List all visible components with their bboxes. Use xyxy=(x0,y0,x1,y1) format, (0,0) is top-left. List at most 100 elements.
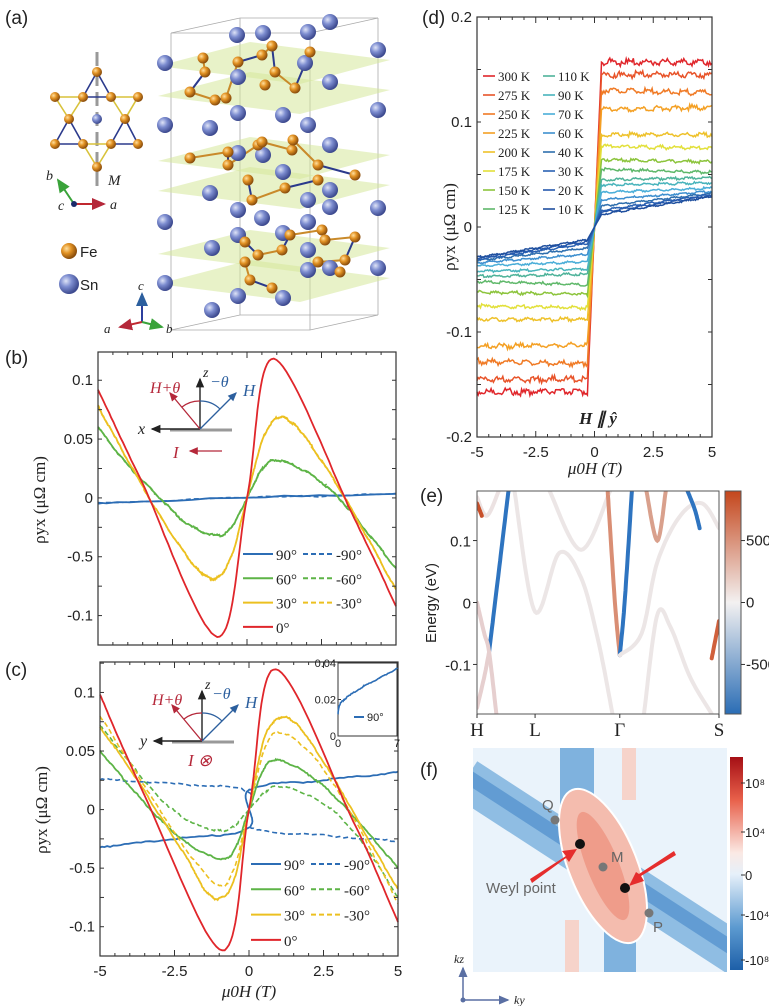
fe-bond xyxy=(292,139,319,166)
fe-atom xyxy=(252,249,264,261)
legend-label: 150 K xyxy=(498,183,531,198)
kagome-plane xyxy=(158,72,390,114)
bands xyxy=(477,491,719,714)
sn-legend-label: Sn xyxy=(80,277,98,294)
sn-atom xyxy=(230,69,246,85)
fe-atom xyxy=(287,134,299,146)
legend-label: 30° xyxy=(284,909,305,925)
k-point-label: Γ xyxy=(614,720,625,741)
fe-bond xyxy=(284,179,319,189)
plot-1: 0.1 0.05 0 -0.5 -0.1 -5 -2.5 0 2.5 5 ρyx (μΩ cm) μ0… xyxy=(32,658,402,1001)
fe-atom xyxy=(276,244,288,256)
fe-atom xyxy=(78,139,88,149)
colorbar-tick-label: -10⁴ xyxy=(745,908,769,923)
k-point-marker xyxy=(550,815,560,825)
fe-atom xyxy=(284,229,296,241)
fe-atom xyxy=(339,254,351,266)
a-axis-label: a xyxy=(110,198,117,213)
panel-label-d: (d) xyxy=(422,8,445,29)
sn-atom xyxy=(204,302,220,318)
fe-atom xyxy=(92,67,102,77)
sn-atom xyxy=(157,275,173,291)
fe-atom xyxy=(316,224,328,236)
y-tick-label: -0.5 xyxy=(67,549,93,566)
fe-atom xyxy=(133,92,143,102)
fe-atom xyxy=(78,92,88,102)
band-9 xyxy=(617,500,719,658)
sn-atom xyxy=(202,120,218,136)
kagome-plane xyxy=(158,260,390,302)
sn-atom xyxy=(230,202,246,218)
band-5 xyxy=(512,491,615,714)
plot-0: 0.1 0.05 0 -0.5 -0.1 ρyx (μΩ cm) H+θ −θ Hz x I 90° -… xyxy=(30,351,397,646)
fe-atom xyxy=(266,40,278,52)
crystal-axes: c a b xyxy=(104,278,173,336)
fe-atom xyxy=(222,146,234,158)
fe-atom xyxy=(133,139,143,149)
theta-arc-red xyxy=(181,400,201,408)
legend-label: 250 K xyxy=(498,107,531,122)
x-tick-label: 2.5 xyxy=(643,444,664,461)
colorbar-tick-label: 10⁸ xyxy=(745,776,765,791)
sn-atom xyxy=(92,114,102,124)
axis-origin xyxy=(460,997,466,1003)
y-tick-label: 0 xyxy=(463,596,471,613)
series-10k xyxy=(476,195,713,259)
x-tick-label: -5 xyxy=(470,444,483,461)
k-point-label: H xyxy=(470,720,484,741)
y-tick-label: 0.1 xyxy=(74,684,95,701)
legend-label: -60° xyxy=(336,572,362,588)
fe-atom xyxy=(232,56,244,68)
inset-y-tick-label: 0.04 xyxy=(315,658,336,670)
kagome-plane xyxy=(158,167,390,209)
h-plus-theta-arrow xyxy=(169,392,201,430)
band-13 xyxy=(709,619,719,661)
minus-theta-label: −θ xyxy=(210,374,229,391)
fe-atom xyxy=(184,152,196,164)
fe-atom xyxy=(256,136,268,148)
band-2 xyxy=(487,491,511,655)
fe-atom xyxy=(239,236,251,248)
legend-label: -60° xyxy=(344,883,370,899)
legend-label: 225 K xyxy=(498,126,531,141)
sn-atom xyxy=(229,27,245,43)
legend-label: 10 K xyxy=(558,202,584,217)
sn-atom xyxy=(275,164,291,180)
c-axis-label: c xyxy=(58,199,65,214)
colorbar-tick-label: 10⁴ xyxy=(745,825,765,840)
a-axis-arrow-3d xyxy=(118,318,143,331)
weyl-arrow-left xyxy=(530,849,577,883)
colorbar xyxy=(724,490,742,715)
sn-atom xyxy=(322,74,338,90)
series-6 xyxy=(99,668,399,952)
sn-atom xyxy=(300,262,316,278)
sn-atom xyxy=(322,182,338,198)
sn-atom xyxy=(157,117,173,133)
colorbar xyxy=(730,757,743,970)
kz-label: kz xyxy=(454,952,464,966)
panel-label-e: (e) xyxy=(420,486,443,507)
k-point-label: S xyxy=(714,720,725,741)
colorbar-tick-label: -10⁸ xyxy=(745,953,769,968)
plot-area xyxy=(99,668,399,952)
legend-label: -30° xyxy=(336,597,362,613)
fe-atom xyxy=(120,114,130,124)
colorbar-tick-label: 0 xyxy=(746,595,754,612)
legend-label: 60 K xyxy=(558,126,584,141)
fe-atom xyxy=(259,79,271,91)
k-point-label: P xyxy=(653,919,663,936)
fe-atom xyxy=(334,266,346,278)
unit-cell-edge xyxy=(170,314,241,331)
sn-atom xyxy=(370,102,386,118)
y-axis-title: ρyx (μΩ cm) xyxy=(30,456,49,544)
fe-atom xyxy=(349,231,361,243)
band-11 xyxy=(642,607,714,714)
sn-atom xyxy=(255,25,271,41)
sn-atom-icon xyxy=(59,274,79,294)
y-tick-label: -0.5 xyxy=(69,860,95,877)
legend-label: 0° xyxy=(276,621,290,637)
unit-cell-edge xyxy=(170,17,241,34)
inset-plot: 0.04 0.02 00 7 90° xyxy=(315,658,400,750)
panel-label-c: (c) xyxy=(5,660,27,681)
sn-atom xyxy=(300,214,316,230)
